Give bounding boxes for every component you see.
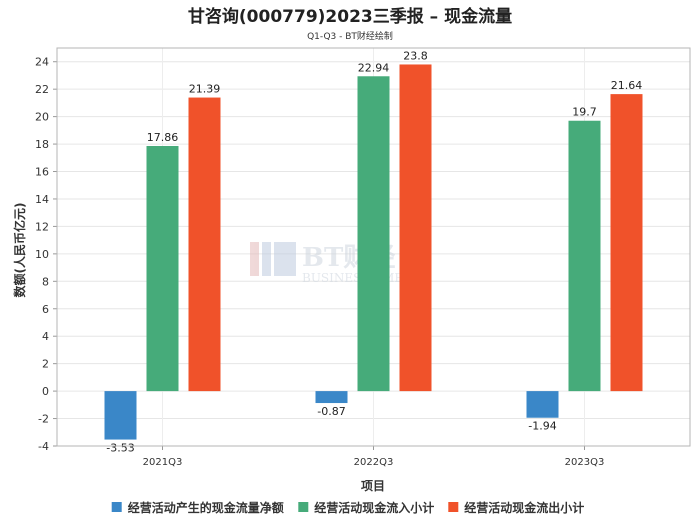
y-tick-label: -4 [38,440,49,453]
watermark-subtext: BUSINESSTIMES [302,271,411,285]
watermark-logo-bar [250,242,259,276]
chart-subtitle: Q1-Q3 - BT财经绘制 [307,30,393,42]
data-label: 19.7 [572,106,597,119]
plot-area: -4-2024681012141618202224BT财经BUSINESSTIM… [35,47,691,468]
legend-label: 经营活动现金流出小计 [464,500,584,515]
bar [315,391,348,404]
y-axis-title: 数额(人民币亿元) [12,203,27,298]
data-label: 21.64 [611,79,643,92]
data-label: 23.8 [403,49,428,62]
y-tick-label: 12 [35,220,49,233]
legend-swatch [111,502,122,512]
bar [104,391,137,440]
x-tick-label: 2021Q3 [143,457,183,468]
x-tick-label: 2023Q3 [565,457,605,468]
y-tick-label: 20 [35,111,49,124]
bar [568,120,601,392]
y-tick-label: 6 [42,303,49,316]
x-tick-label: 2022Q3 [354,457,394,468]
watermark-logo-bar [262,242,271,276]
y-tick-label: -2 [38,413,49,426]
y-tick-label: 10 [35,248,49,261]
y-tick-label: 14 [35,193,49,206]
data-label: -3.53 [106,442,134,455]
y-tick-label: 4 [42,330,49,343]
bar [146,145,179,392]
legend-swatch [298,502,309,512]
y-tick-label: 8 [42,275,49,288]
bar [357,76,390,392]
y-tick-label: 22 [35,83,49,96]
watermark-logo-bar [274,242,296,276]
y-tick-label: 24 [35,56,49,69]
y-tick-label: 0 [42,385,49,398]
bar [399,64,432,392]
legend-swatch [448,502,459,512]
data-label: 21.39 [189,83,221,96]
legend-label: 经营活动现金流入小计 [314,500,434,515]
data-label: 22.94 [358,61,390,74]
x-axis-title: 项目 [361,479,385,493]
y-tick-label: 18 [35,138,49,151]
data-label: -0.87 [317,405,345,418]
y-tick-label: 2 [42,358,49,371]
legend: 经营活动产生的现金流量净额 经营活动现金流入小计 经营活动现金流出小计 [111,500,584,515]
bar [188,97,221,392]
legend-label: 经营活动产生的现金流量净额 [128,500,284,515]
data-label: -1.94 [528,420,556,433]
y-tick-label: 16 [35,166,49,179]
data-label: 17.86 [147,131,179,144]
plot-border [56,47,691,447]
bar [610,94,643,392]
chart-title: 甘咨询(000779)2023三季报 – 现金流量 [188,6,512,27]
bar [526,391,559,418]
